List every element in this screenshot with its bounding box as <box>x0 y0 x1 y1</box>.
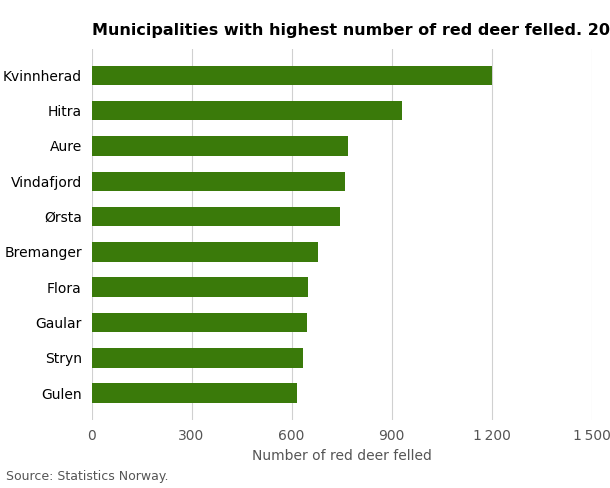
Bar <box>92 313 307 332</box>
Bar <box>92 101 401 121</box>
X-axis label: Number of red deer felled: Number of red deer felled <box>252 449 431 463</box>
Bar <box>92 66 492 85</box>
Text: Municipalities with highest number of red deer felled. 2012/2013*: Municipalities with highest number of re… <box>92 23 610 38</box>
Text: Source: Statistics Norway.: Source: Statistics Norway. <box>6 470 168 483</box>
Bar <box>92 207 340 226</box>
Bar <box>92 172 345 191</box>
Bar <box>92 384 296 403</box>
Bar <box>92 242 318 262</box>
Bar <box>92 136 348 156</box>
Bar <box>92 278 308 297</box>
Bar <box>92 348 303 367</box>
